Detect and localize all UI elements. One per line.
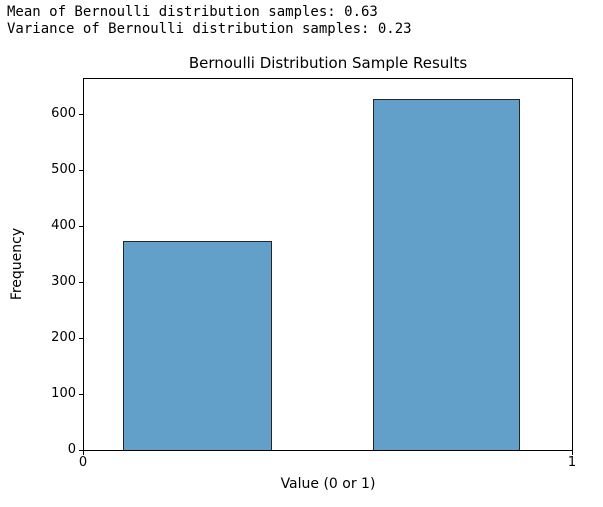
console-line-variance: Variance of Bernoulli distribution sampl… <box>7 21 412 37</box>
console-line-mean: Mean of Bernoulli distribution samples: … <box>7 4 378 20</box>
x-tick-label: 1 <box>567 455 577 470</box>
y-tick-label: 500 <box>51 161 76 177</box>
plot-area <box>83 78 573 451</box>
x-tick-mark <box>83 451 84 455</box>
chart-title: Bernoulli Distribution Sample Results <box>188 54 468 72</box>
y-tick-label: 300 <box>51 273 76 289</box>
y-tick-mark <box>79 114 83 115</box>
x-axis-label: Value (0 or 1) <box>280 476 376 492</box>
y-tick-label: 400 <box>51 217 76 233</box>
y-tick-label: 100 <box>51 385 76 401</box>
y-tick-label: 0 <box>67 442 76 457</box>
y-tick-mark <box>79 338 83 339</box>
x-tick-label: 0 <box>78 455 88 470</box>
console-output: Mean of Bernoulli distribution samples: … <box>7 4 412 38</box>
y-tick-mark <box>79 450 83 451</box>
bar-value-0 <box>123 241 272 450</box>
y-tick-mark <box>79 170 83 171</box>
y-axis-label: Frequency <box>9 227 25 301</box>
y-tick-mark <box>79 394 83 395</box>
y-tick-mark <box>79 282 83 283</box>
bar-value-1 <box>373 98 520 450</box>
y-tick-label: 200 <box>51 329 76 345</box>
x-tick-mark <box>572 451 573 455</box>
y-tick-label: 600 <box>51 105 76 121</box>
y-tick-mark <box>79 226 83 227</box>
